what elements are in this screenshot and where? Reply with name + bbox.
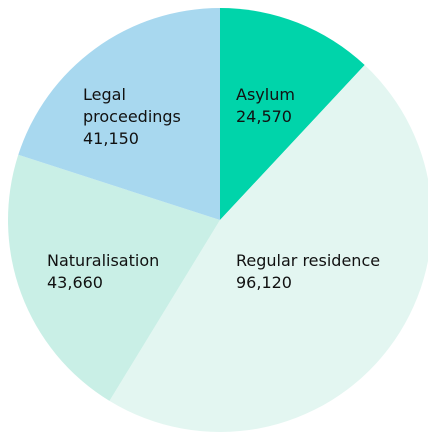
pie-label-regular-residence: Regular residence 96,120 [236, 251, 380, 292]
pie-label-asylum: Asylum 24,570 [236, 85, 295, 126]
pie-slice-asylum [220, 8, 365, 220]
pie-label-value: 43,660 [47, 273, 103, 292]
pie-slice-regular-residence [109, 65, 428, 432]
pie-slices [8, 8, 428, 432]
pie-slice-legal-proceedings [18, 8, 221, 220]
pie-label-naturalisation: Naturalisation 43,660 [47, 251, 159, 292]
pie-label-value: 24,570 [236, 107, 292, 126]
pie-label-name-line: Naturalisation [47, 251, 159, 270]
pie-label-name-line: Asylum [236, 85, 295, 104]
pie-label-name-line: Regular residence [236, 251, 380, 270]
pie-label-name-line: proceedings [83, 107, 181, 126]
pie-label-value: 41,150 [83, 129, 139, 148]
pie-label-value: 96,120 [236, 273, 292, 292]
pie-labels: Asylum 24,570 Regular residence 96,120 Natur… [47, 85, 380, 292]
pie-label-legal-proceedings: Legal proceedings 41,150 [83, 85, 181, 148]
pie-label-name-line: Legal [83, 85, 126, 104]
pie-slice-naturalisation [8, 154, 221, 401]
